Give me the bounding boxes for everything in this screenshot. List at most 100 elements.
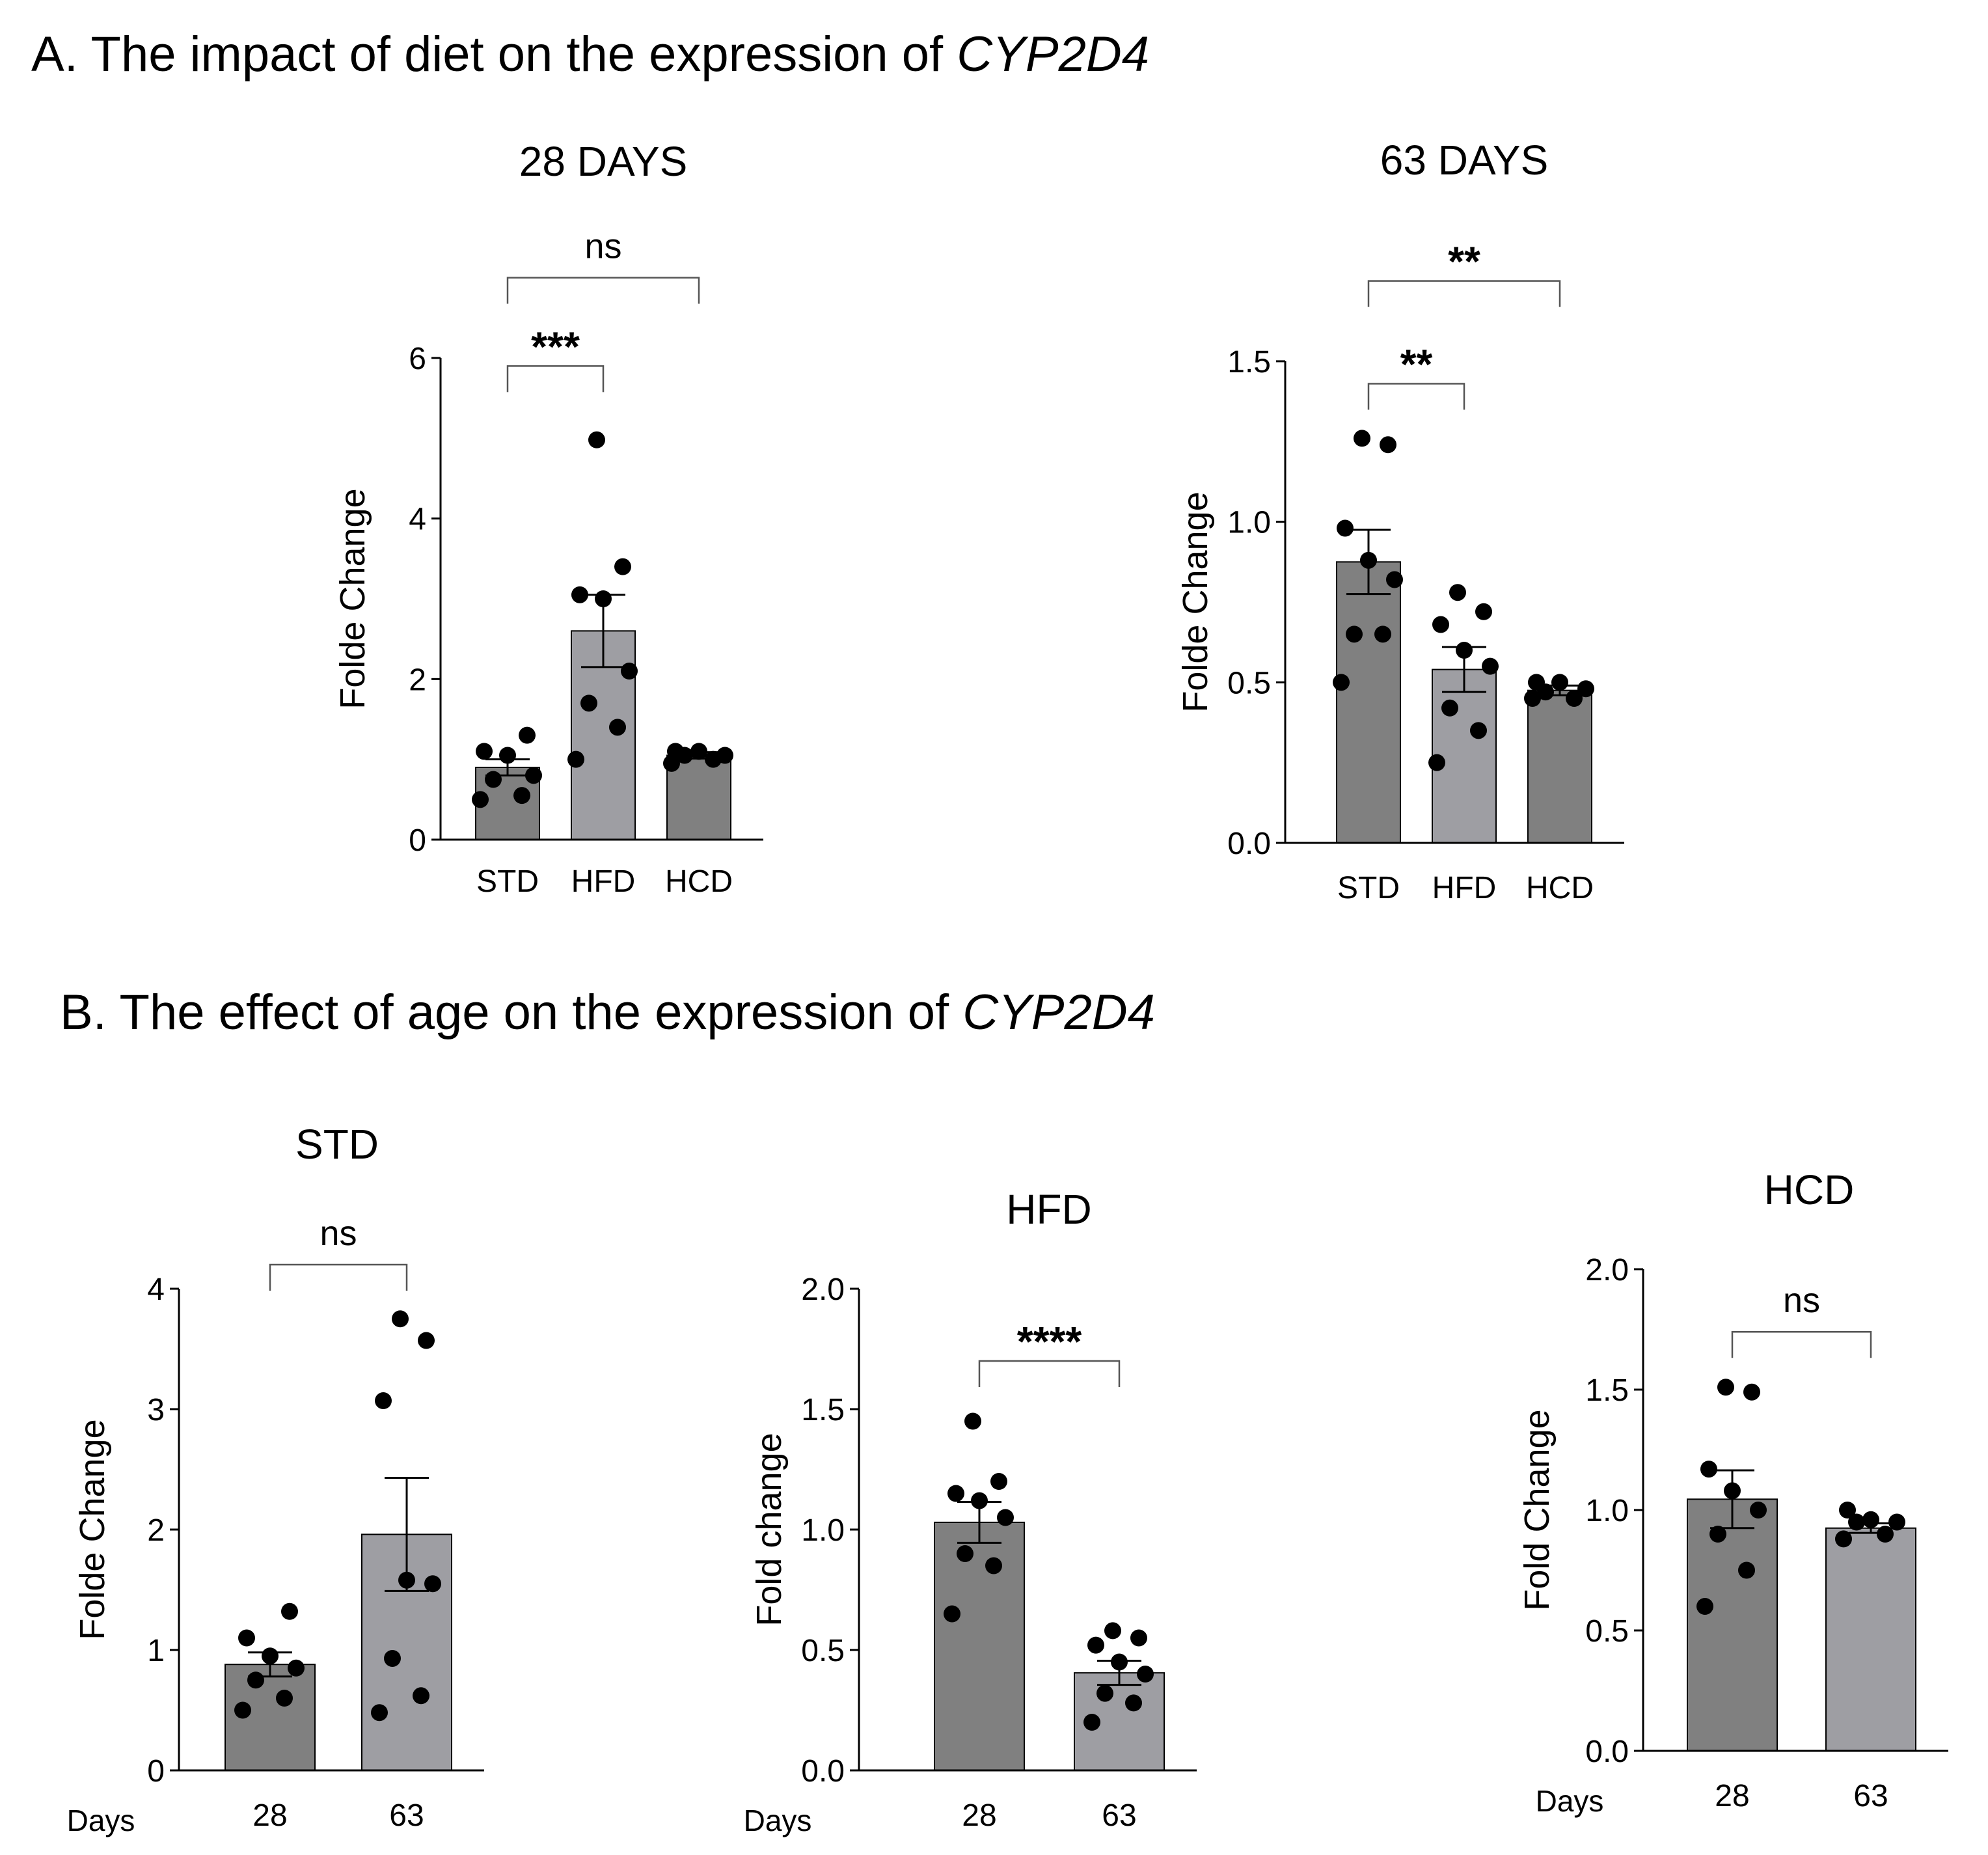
data-point (1528, 674, 1545, 691)
data-point (1475, 603, 1492, 620)
y-tick-label: 1 (147, 1634, 165, 1668)
x-tick-label: HFD (1432, 871, 1497, 905)
y-axis-label: Fold Change (1518, 1409, 1557, 1610)
data-point (1456, 642, 1473, 659)
data-point (1374, 625, 1391, 643)
section-a-gene-name: CYP2D4 (957, 27, 1149, 82)
data-point (1449, 584, 1466, 601)
section-a-title: A. The impact of diet on the expression … (31, 26, 1149, 83)
y-axis-label: Folde Change (1176, 491, 1215, 712)
data-point (499, 747, 516, 764)
data-point (1380, 436, 1396, 454)
significance-label: *** (531, 323, 580, 370)
y-tick-label: 0.0 (1585, 1735, 1629, 1769)
data-point (1551, 674, 1568, 691)
chart-title: 28 DAYS (519, 138, 688, 185)
significance-bracket (1367, 383, 1465, 410)
data-point (1717, 1379, 1734, 1396)
data-point (418, 1332, 435, 1349)
data-point (392, 1310, 409, 1328)
section-a-title-text: A. The impact of diet on the expression … (31, 27, 957, 82)
bar (1687, 1498, 1778, 1752)
data-point (1848, 1513, 1865, 1531)
data-point (957, 1545, 974, 1562)
data-point (247, 1671, 264, 1689)
data-point (384, 1649, 401, 1667)
data-point (944, 1605, 960, 1623)
y-axis-label: Fold change (750, 1433, 789, 1626)
y-tick-label: 6 (409, 342, 426, 376)
data-point (1566, 690, 1583, 707)
data-point (519, 726, 536, 744)
data-point (595, 590, 612, 607)
significance-bracket (1731, 1330, 1872, 1358)
data-point (398, 1571, 415, 1589)
data-point (234, 1701, 251, 1719)
chart-title: HCD (1764, 1166, 1855, 1213)
y-tick-label: 1.5 (801, 1393, 845, 1427)
data-point (1428, 754, 1445, 771)
data-point (1386, 571, 1403, 588)
data-point (1577, 680, 1594, 698)
data-point (1346, 625, 1363, 643)
data-point (716, 747, 733, 764)
data-point (472, 791, 489, 808)
data-point (375, 1392, 392, 1410)
significance-bracket (1367, 280, 1561, 307)
x-tick-label: 28 (252, 1798, 287, 1833)
data-point (990, 1473, 1007, 1490)
y-tick-label: 1.5 (1585, 1373, 1629, 1408)
significance-label: ** (1400, 341, 1433, 388)
data-point (1482, 657, 1499, 675)
data-point (690, 743, 707, 760)
data-point (424, 1575, 441, 1593)
data-point (1470, 722, 1487, 739)
data-point (947, 1485, 964, 1502)
y-axis-label: Folde Change (333, 488, 372, 709)
y-tick-label: 2.0 (801, 1272, 845, 1307)
bar (1825, 1527, 1916, 1752)
data-point (1750, 1502, 1767, 1518)
data-point (1888, 1513, 1905, 1531)
y-tick-label: 0.0 (1227, 827, 1271, 861)
y-tick-label: 0 (147, 1754, 165, 1789)
data-point (1709, 1526, 1726, 1543)
bar (1527, 689, 1592, 844)
chart-28-days: 28 DAYS 0 2 4 6 Folde Change STD HFD HCD ns *** (333, 138, 763, 899)
section-b-title-text: B. The effect of age on the expression o… (60, 985, 963, 1040)
data-point (525, 767, 542, 784)
data-point (476, 743, 493, 760)
y-tick-label: 0 (409, 823, 426, 858)
y-tick-label: 4 (147, 1272, 165, 1307)
section-b-title: B. The effect of age on the expression o… (60, 984, 1155, 1041)
x-tick-label: STD (1337, 871, 1400, 905)
data-point (964, 1412, 981, 1430)
y-tick-label: 0.5 (801, 1634, 845, 1668)
data-point (1862, 1511, 1879, 1528)
significance-label: **** (1017, 1318, 1082, 1365)
data-point (971, 1492, 988, 1509)
x-tick-label: 63 (1102, 1798, 1136, 1833)
data-point (238, 1629, 255, 1647)
significance-bracket (269, 1263, 408, 1291)
chart-hfd-age: HFD 0.0 0.5 1.0 1.5 2.0 Fold change 28 63 Days ***… (744, 1186, 1197, 1837)
x-tick-label: STD (476, 864, 539, 899)
data-point (571, 586, 588, 603)
y-tick-label: 3 (147, 1393, 165, 1427)
chart-title: STD (295, 1121, 379, 1168)
data-point (1441, 699, 1458, 717)
y-axis-label: Folde Change (73, 1419, 112, 1640)
significance-bracket (506, 277, 700, 304)
x-tick-label: 28 (1715, 1779, 1749, 1813)
data-point (588, 431, 605, 448)
data-point (1839, 1502, 1856, 1518)
data-point (1333, 674, 1350, 691)
y-tick-label: 0.0 (801, 1754, 845, 1789)
chart-hcd-age: HCD 0.0 0.5 1.0 1.5 2.0 Fold Change 28 63 Days ns (1518, 1166, 1948, 1818)
x-tick-label: 63 (1853, 1779, 1888, 1813)
data-point (1104, 1622, 1121, 1640)
x-tick-label: HFD (571, 864, 636, 899)
data-point (667, 743, 684, 760)
data-point (621, 663, 638, 680)
x-axis-label: Days (744, 1804, 812, 1837)
